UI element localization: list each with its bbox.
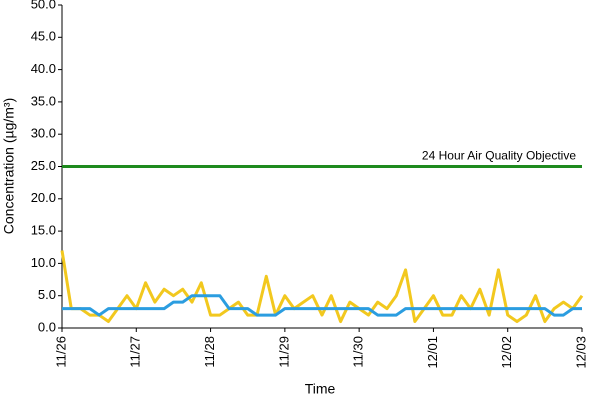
x-tick-label: 12/03	[573, 336, 588, 369]
x-tick-label: 11/29	[276, 336, 291, 368]
x-tick-label: 11/27	[128, 336, 143, 368]
y-axis-label: Concentration (µg/m³)	[1, 98, 17, 234]
y-tick-label: 15.0	[31, 223, 56, 238]
y-tick-label: 25.0	[31, 158, 56, 173]
y-tick-label: 5.0	[38, 287, 56, 302]
x-tick-label: 12/01	[425, 336, 440, 369]
x-axis-label: Time	[305, 381, 336, 397]
y-tick-label: 45.0	[31, 29, 56, 44]
objective-label: 24 Hour Air Quality Objective	[422, 149, 576, 163]
y-tick-label: 35.0	[31, 93, 56, 108]
x-tick-label: 11/28	[202, 336, 217, 368]
y-tick-label: 40.0	[31, 61, 56, 76]
y-tick-label: 30.0	[31, 126, 56, 141]
x-tick-label: 12/02	[499, 336, 514, 369]
y-tick-label: 10.0	[31, 255, 56, 270]
y-tick-label: 50.0	[31, 0, 56, 11]
series-line	[60, 250, 584, 324]
x-tick-label: 11/30	[351, 336, 366, 368]
series-line	[62, 294, 582, 317]
y-tick-label: 0.0	[38, 319, 56, 334]
x-tick-label: 11/26	[53, 336, 68, 368]
y-tick-label: 20.0	[31, 190, 56, 205]
